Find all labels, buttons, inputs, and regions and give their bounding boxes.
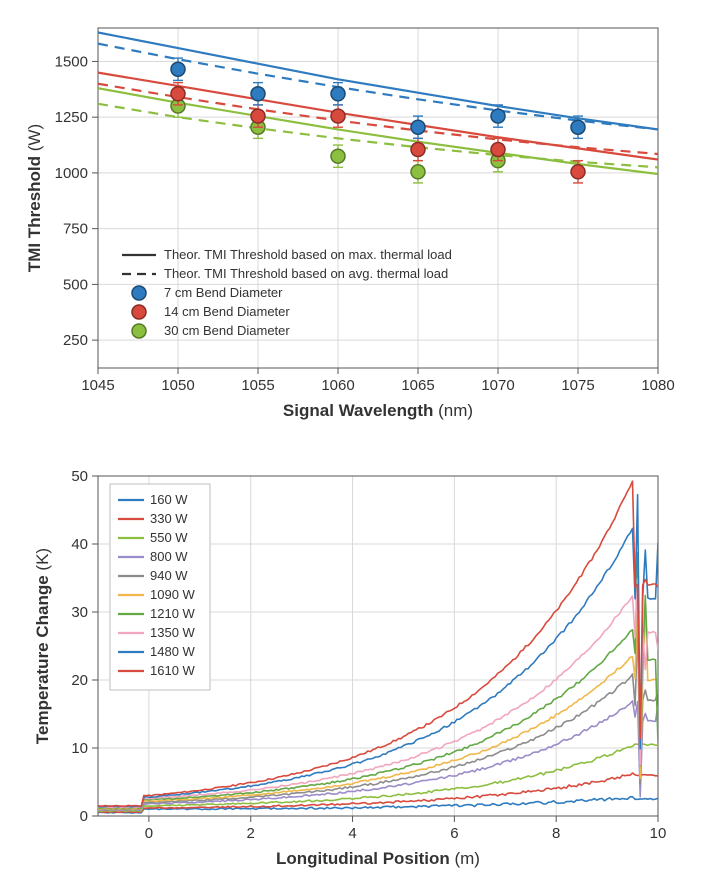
y-tick-label: 750 xyxy=(63,221,88,238)
x-axis-label: Signal Wavelength (nm) xyxy=(283,401,473,420)
data-point xyxy=(251,109,265,123)
y-tick-label: 1000 xyxy=(55,165,88,182)
x-tick-label: 10 xyxy=(650,825,667,842)
legend-label: 1090 W xyxy=(150,587,196,602)
data-point xyxy=(491,109,505,123)
legend-label: 1210 W xyxy=(150,606,196,621)
legend-label: 330 W xyxy=(150,511,188,526)
data-point xyxy=(571,120,585,134)
legend-label: 1350 W xyxy=(150,625,196,640)
data-point xyxy=(331,87,345,101)
x-tick-label: 1080 xyxy=(641,377,674,394)
legend-label: 800 W xyxy=(150,549,188,564)
legend-label: 14 cm Bend Diameter xyxy=(164,304,290,319)
data-point xyxy=(171,62,185,76)
y-tick-label: 30 xyxy=(71,604,88,621)
y-tick-label: 40 xyxy=(71,536,88,553)
x-tick-label: 1045 xyxy=(81,377,114,394)
charts-svg: 2505007501000125015001045105010551060106… xyxy=(0,0,706,891)
legend-label: 1610 W xyxy=(150,663,196,678)
data-point xyxy=(411,143,425,157)
x-tick-label: 4 xyxy=(348,825,356,842)
y-tick-label: 10 xyxy=(71,740,88,757)
bottom-chart: 0 10 20 30 40 50 0 2 4 6 8 10 Temperature Change (K)… xyxy=(33,468,666,868)
x-tick-label: 1070 xyxy=(481,377,514,394)
data-point xyxy=(171,87,185,101)
legend-label: 160 W xyxy=(150,492,188,507)
x-tick-label: 1075 xyxy=(561,377,594,394)
y-axis-label: TMI Threshold (W) xyxy=(25,124,44,272)
legend-label: Theor. TMI Threshold based on max. therm… xyxy=(164,247,452,262)
data-point xyxy=(571,165,585,179)
data-point xyxy=(251,87,265,101)
data-point xyxy=(331,149,345,163)
x-tick-label: 1050 xyxy=(161,377,194,394)
data-point xyxy=(491,143,505,157)
data-point xyxy=(411,165,425,179)
y-tick-label: 50 xyxy=(71,468,88,485)
y-tick-label: 1250 xyxy=(55,109,88,126)
y-tick-label: 1500 xyxy=(55,53,88,70)
legend-label: 1480 W xyxy=(150,644,196,659)
top-chart: 250 500 750 1000 1250 1500 1045 1050 1055 1060 106… xyxy=(25,28,675,420)
legend: 160 W 330 W 550 W 800 W 940 W 1090 W 1210 W 135… xyxy=(110,484,210,690)
x-tick-label: 6 xyxy=(450,825,458,842)
data-point xyxy=(331,109,345,123)
legend-label: 7 cm Bend Diameter xyxy=(164,285,283,300)
x-tick-label: 8 xyxy=(552,825,560,842)
legend-label: 550 W xyxy=(150,530,188,545)
legend-label: Theor. TMI Threshold based on avg. therm… xyxy=(164,266,448,281)
y-tick-label: 250 xyxy=(63,332,88,349)
legend-label: 30 cm Bend Diameter xyxy=(164,323,290,338)
x-tick-label: 1055 xyxy=(241,377,274,394)
y-axis-label: Temperature Change (K) xyxy=(33,548,52,744)
x-tick-label: 1065 xyxy=(401,377,434,394)
figure: 2505007501000125015001045105010551060106… xyxy=(0,0,706,891)
x-tick-label: 1060 xyxy=(321,377,354,394)
y-tick-label: 500 xyxy=(63,276,88,293)
y-tick-label: 0 xyxy=(80,808,88,825)
x-axis-label: Longitudinal Position (m) xyxy=(276,849,480,868)
x-tick-label: 0 xyxy=(145,825,153,842)
data-point xyxy=(411,120,425,134)
x-tick-label: 2 xyxy=(247,825,255,842)
legend-label: 940 W xyxy=(150,568,188,583)
y-tick-label: 20 xyxy=(71,672,88,689)
